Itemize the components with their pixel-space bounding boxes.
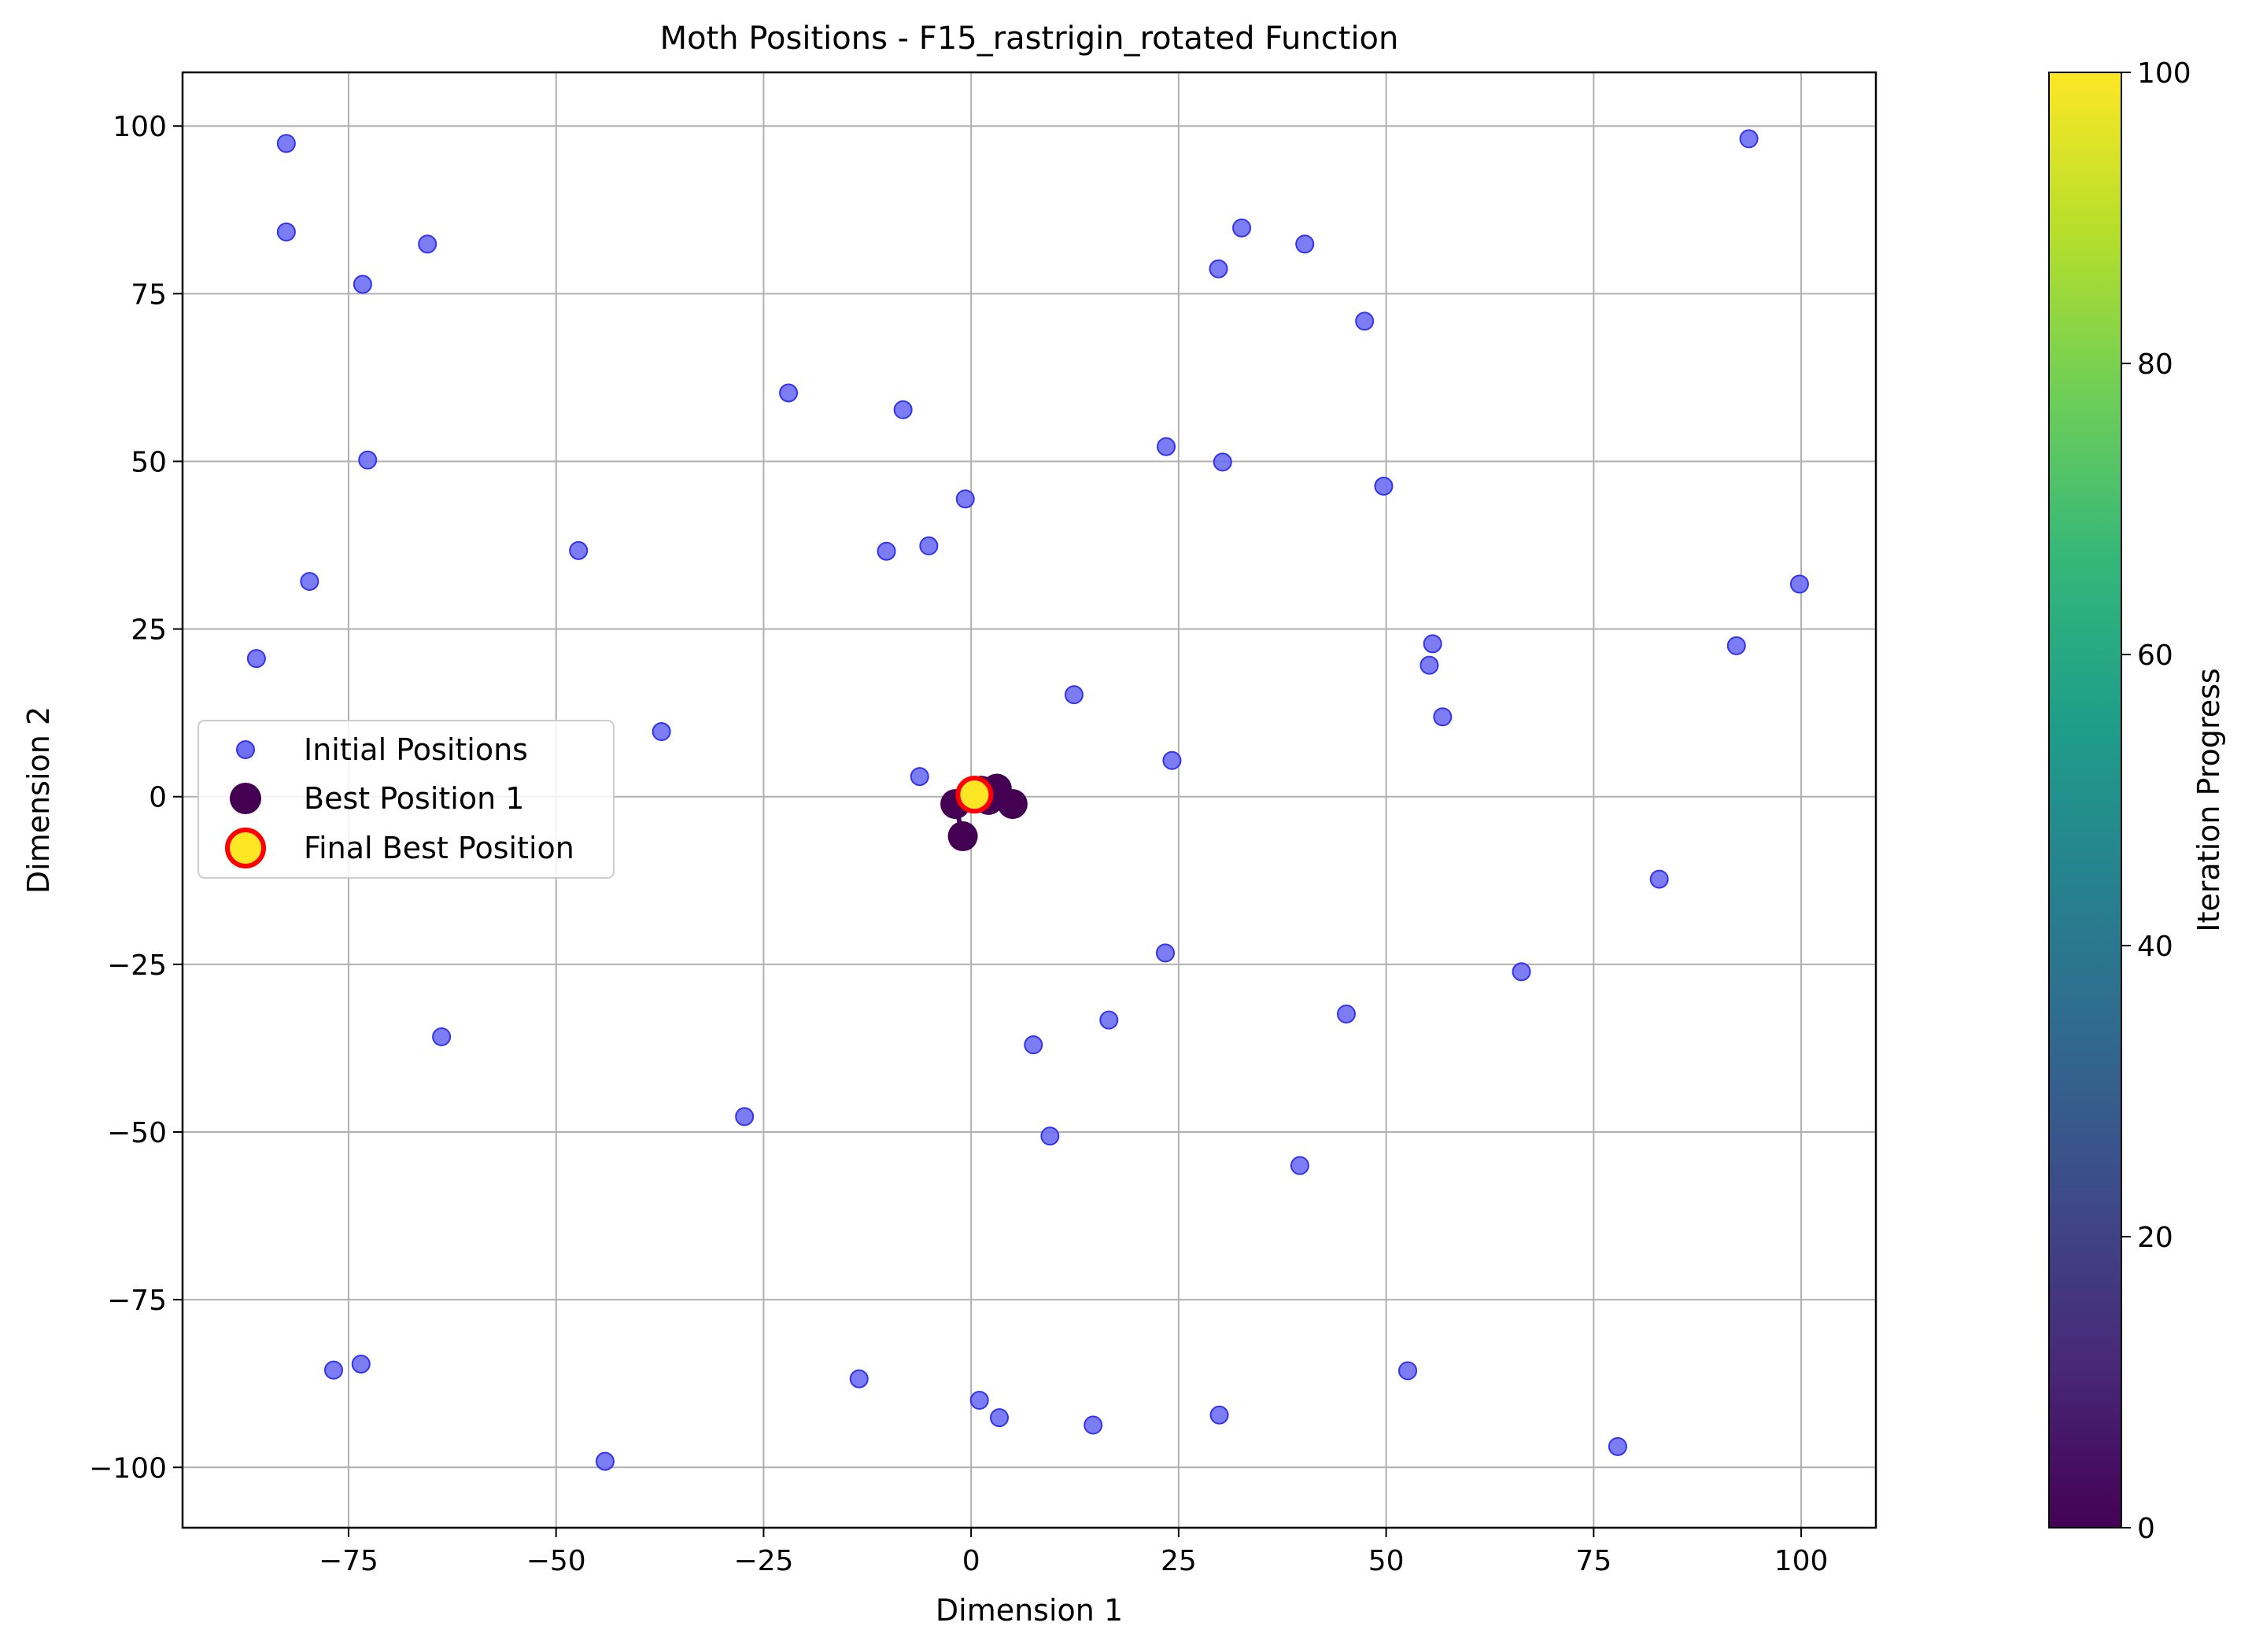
initial-position-point — [1162, 750, 1182, 770]
colorbar-tick-label: 40 — [2137, 931, 2173, 963]
initial-position-point — [300, 572, 319, 592]
y-tick-label: 100 — [113, 111, 167, 143]
x-tick-label: 100 — [1774, 1545, 1829, 1577]
plot-frame — [181, 71, 1877, 1529]
initial-position-point — [1649, 869, 1669, 889]
plot-area — [246, 129, 1809, 1471]
initial-position-point — [1512, 962, 1531, 982]
initial-position-point — [276, 222, 296, 242]
legend-marker-best — [230, 783, 261, 814]
x-tick-label: −50 — [526, 1545, 586, 1577]
x-tick-label: −25 — [733, 1545, 793, 1577]
axis-ticks: −75 −50 −25 0 25 50 75 100 −100 −75 −50 −25 0 25 50 75 1… — [89, 111, 1828, 1577]
initial-position-point — [569, 540, 589, 560]
y-tick-label: −50 — [107, 1117, 167, 1149]
initial-position-point — [1355, 312, 1375, 331]
final-best-point — [955, 776, 994, 814]
initial-position-point — [353, 275, 372, 294]
legend-marker-final — [225, 828, 266, 868]
colorbar-gradient — [2048, 72, 2122, 1528]
initial-position-point — [893, 400, 913, 419]
best-position-point — [947, 821, 978, 852]
initial-positions-series — [246, 129, 1809, 1471]
initial-position-point — [1064, 685, 1084, 705]
initial-position-point — [1419, 655, 1439, 675]
initial-position-point — [418, 234, 437, 254]
initial-position-point — [1739, 129, 1759, 149]
initial-position-point — [1789, 574, 1809, 594]
initial-position-point — [246, 649, 266, 669]
initial-position-point — [1290, 1156, 1309, 1175]
chart-title: Moth Positions - F15_rastrigin_rotated F… — [660, 20, 1399, 57]
initial-position-point — [910, 767, 929, 787]
y-tick-label: 50 — [131, 446, 167, 478]
initial-position-point — [1157, 437, 1176, 456]
x-tick-label: 50 — [1368, 1545, 1405, 1577]
final-best-series — [955, 776, 994, 814]
initial-position-point — [955, 489, 975, 509]
initial-position-point — [1423, 634, 1442, 654]
y-tick-label: 75 — [131, 278, 167, 311]
colorbar-tick-label: 60 — [2137, 640, 2173, 672]
initial-position-point — [877, 541, 896, 561]
initial-position-point — [779, 383, 799, 403]
y-tick-label: −25 — [107, 950, 167, 982]
colorbar-tick-label: 0 — [2137, 1513, 2155, 1545]
best-position-point — [997, 789, 1028, 820]
initial-position-point — [1209, 259, 1228, 278]
colorbar-label: Iteration Progress — [2191, 668, 2226, 931]
initial-position-point — [1726, 636, 1746, 655]
x-tick-label: −75 — [319, 1545, 378, 1577]
y-axis-label: Dimension 2 — [21, 706, 56, 894]
initial-position-point — [1099, 1010, 1119, 1030]
initial-position-point — [1084, 1415, 1103, 1435]
initial-position-point — [276, 134, 296, 153]
colorbar-tick-label: 100 — [2137, 57, 2191, 90]
initial-position-point — [990, 1408, 1010, 1428]
initial-position-point — [1608, 1436, 1627, 1456]
x-tick-label: 75 — [1575, 1545, 1611, 1577]
x-tick-label: 0 — [962, 1545, 980, 1577]
initial-position-point — [1024, 1035, 1043, 1055]
x-tick-label: 25 — [1161, 1545, 1197, 1577]
y-tick-label: −75 — [107, 1285, 167, 1317]
initial-position-point — [1433, 707, 1453, 727]
colorbar: 0 20 40 60 80 100 Iteration Progress — [2048, 57, 2226, 1545]
colorbar-ticks: 0 20 40 60 80 100 — [2121, 57, 2191, 1545]
y-tick-label: −100 — [89, 1452, 167, 1484]
initial-position-point — [432, 1027, 452, 1046]
initial-position-point — [323, 1360, 343, 1380]
legend-frame — [198, 720, 615, 879]
initial-position-point — [652, 722, 671, 742]
legend-label-best: Best Position 1 — [304, 781, 524, 816]
initial-position-point — [1209, 1405, 1229, 1425]
x-axis-label: Dimension 1 — [936, 1593, 1123, 1628]
initial-position-point — [919, 536, 939, 555]
initial-position-point — [735, 1107, 755, 1127]
initial-position-point — [1232, 218, 1252, 238]
initial-position-point — [1398, 1361, 1418, 1381]
y-tick-label: 25 — [131, 614, 167, 647]
initial-position-point — [351, 1354, 371, 1374]
initial-position-point — [1374, 477, 1394, 496]
legend: Initial Positions Best Position 1 Final … — [198, 720, 615, 879]
y-tick-label: 0 — [149, 782, 167, 814]
grid — [183, 72, 1876, 1528]
initial-position-point — [1040, 1127, 1060, 1146]
initial-position-point — [358, 450, 378, 470]
legend-marker-initial — [236, 740, 255, 759]
initial-position-point — [1336, 1004, 1356, 1023]
colorbar-tick-label: 20 — [2137, 1222, 2173, 1254]
legend-label-initial: Initial Positions — [304, 732, 528, 767]
initial-position-point — [849, 1369, 869, 1388]
legend-label-final: Final Best Position — [304, 831, 574, 865]
initial-position-point — [969, 1391, 989, 1410]
initial-position-point — [1295, 234, 1315, 254]
initial-position-point — [595, 1451, 615, 1471]
initial-position-point — [1156, 943, 1176, 963]
initial-position-point — [1213, 452, 1232, 472]
colorbar-tick-label: 80 — [2137, 348, 2173, 381]
